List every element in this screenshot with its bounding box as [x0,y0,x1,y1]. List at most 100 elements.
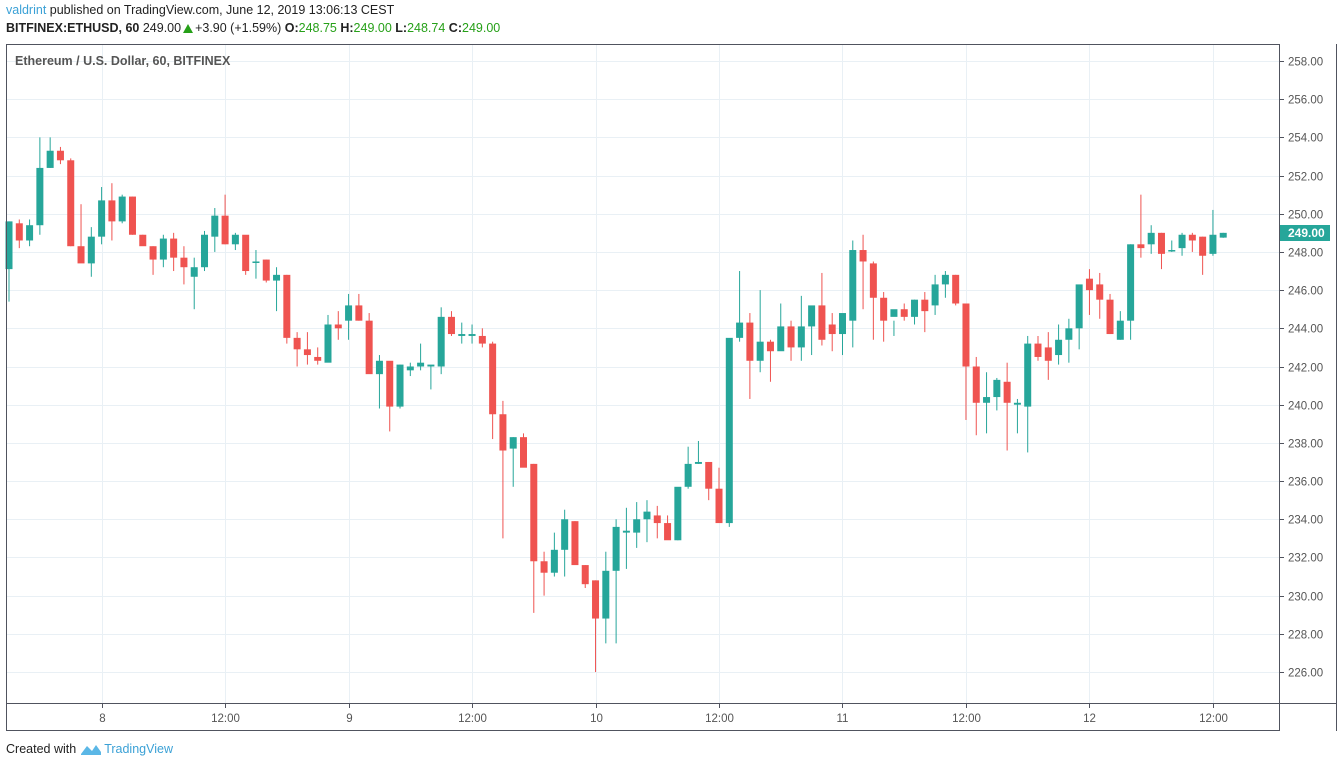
candle-up [911,299,919,317]
published-text: published on TradingView.com, June 12, 2… [49,3,395,17]
candle-up [118,196,126,222]
candle-up [26,225,34,241]
price-tick-label: 230.00 [1288,592,1323,604]
candle-up [694,461,702,464]
footer: Created with TradingView [6,742,173,756]
candle-up [1147,232,1155,245]
high-value: 249.00 [353,21,392,35]
candle-down [489,343,497,415]
candle-down [1106,299,1114,335]
candle-up [931,284,939,306]
time-tick-label: 12:00 [952,713,981,725]
candle-up [427,364,435,367]
candle-down [787,326,795,348]
candle-up [231,234,239,245]
time-tick-label: 10 [590,713,603,725]
candle-up [46,150,54,168]
candle-down [921,299,929,312]
candle-down [520,437,527,468]
candle-up [324,324,332,363]
chart-frame [6,44,1280,731]
candle-down [972,366,980,403]
candle-down [149,246,157,260]
candle-up [201,234,209,268]
candle-down [386,360,394,407]
candle-down [880,297,888,321]
candle-down [530,463,538,562]
price-tick-label: 242.00 [1288,363,1323,375]
tradingview-link[interactable]: TradingView [104,742,173,756]
price-axis[interactable]: 258.00 256.00 254.00 252.00 250.00 248.00 246.… [1279,57,1323,680]
price-tick-label: 252.00 [1288,172,1323,184]
candle-up [1075,284,1083,329]
candle-down [128,196,136,235]
created-with-text: Created with [6,742,77,756]
candle-down [303,349,311,356]
candle-down [478,335,486,344]
candle-up [509,437,517,449]
candle-up [838,313,846,335]
candle-up [1209,234,1217,254]
open-value: 248.75 [298,21,337,35]
time-axis[interactable]: 8 12:00 9 12:00 10 12:00 11 12:00 12 12:00 [99,703,1228,725]
time-tick-label: 12 [1083,713,1096,725]
candle-down [828,324,836,335]
chart-title: Ethereum / U.S. Dollar, 60, BITFINEX [15,54,231,68]
svg-text:249.00: 249.00 [1288,226,1325,240]
price-tick-label: 258.00 [1288,57,1323,69]
candle-up [252,261,260,263]
symbol-info: BITFINEX:ETHUSD, 60 249.00 +3.90 (+1.59%)… [6,21,501,35]
price-tick-label: 246.00 [1288,286,1323,298]
candle-up [633,519,641,533]
candle-down [447,316,455,335]
candle-down [15,223,23,241]
candle-up [396,364,404,407]
candle-up [777,326,785,352]
price-tick-label: 250.00 [1288,210,1323,222]
time-tick-label: 8 [99,713,105,725]
candle-up [612,526,620,571]
candle-down [664,523,672,541]
candle-down [334,324,342,329]
candle-down [1199,236,1207,256]
current-price-label: 249.00 [1280,225,1330,241]
candle-down [108,200,116,222]
candle-up [1178,234,1186,249]
price-tick-label: 234.00 [1288,515,1323,527]
candle-up [437,316,445,367]
author-link[interactable]: valdrint [6,3,47,17]
candle-up [890,309,898,317]
price-tick-label: 228.00 [1288,630,1323,642]
candle-up [1168,250,1176,252]
candle-down [1096,284,1104,300]
candle-down [900,309,908,317]
candle-up [406,366,414,371]
candle-up [1127,244,1135,321]
candle-up [375,360,383,375]
candle-down [67,160,75,247]
candle-down [170,238,178,258]
candle-down [283,274,291,338]
price-tick-label: 238.00 [1288,439,1323,451]
candle-up [5,221,13,270]
candle-down [1085,278,1093,291]
candle-down [365,320,373,375]
price-tick-label: 240.00 [1288,401,1323,413]
candle-down [221,215,229,245]
price-tick-label: 232.00 [1288,553,1323,565]
candle-up [1065,328,1073,340]
price-tick-label: 236.00 [1288,477,1323,489]
candle-up [756,341,764,361]
candle-up [941,274,949,285]
candle-up [622,530,630,533]
low-value: 248.74 [407,21,446,35]
candle-up [159,238,167,260]
candle-up [808,305,816,327]
candle-down [653,515,661,524]
candle-up [725,337,733,524]
candle-up [1055,339,1063,356]
candle-up [98,200,106,237]
candle-down [314,356,322,361]
candle-up [36,167,44,226]
